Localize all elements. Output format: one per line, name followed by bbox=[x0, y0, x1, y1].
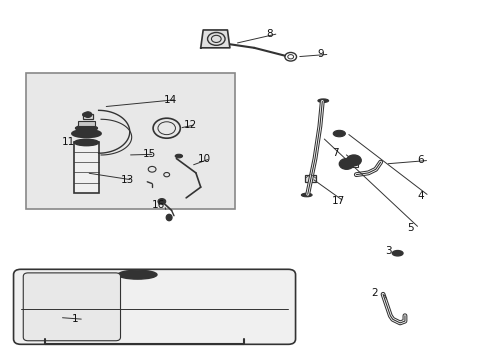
Circle shape bbox=[158, 199, 165, 204]
Ellipse shape bbox=[175, 154, 182, 158]
Text: 4: 4 bbox=[416, 191, 423, 201]
Text: 17: 17 bbox=[331, 197, 345, 206]
FancyBboxPatch shape bbox=[23, 273, 120, 341]
Bar bbox=[305, 175, 315, 182]
Ellipse shape bbox=[118, 270, 157, 279]
Text: 9: 9 bbox=[317, 49, 324, 59]
Circle shape bbox=[346, 155, 361, 166]
Text: 3: 3 bbox=[385, 247, 391, 256]
Ellipse shape bbox=[74, 139, 99, 146]
Text: 15: 15 bbox=[142, 149, 155, 159]
Ellipse shape bbox=[332, 130, 345, 137]
Text: 13: 13 bbox=[120, 175, 134, 185]
Polygon shape bbox=[201, 30, 229, 48]
Ellipse shape bbox=[301, 193, 311, 197]
Text: 11: 11 bbox=[62, 138, 75, 148]
Text: 8: 8 bbox=[266, 28, 272, 39]
Circle shape bbox=[339, 158, 353, 169]
Circle shape bbox=[82, 113, 87, 116]
Bar bbox=[343, 159, 357, 167]
Text: 14: 14 bbox=[164, 95, 177, 105]
Text: 2: 2 bbox=[370, 288, 377, 297]
FancyBboxPatch shape bbox=[26, 73, 234, 208]
Bar bbox=[78, 121, 95, 126]
Bar bbox=[74, 143, 99, 193]
Text: 1: 1 bbox=[72, 314, 79, 324]
Text: 16: 16 bbox=[152, 200, 165, 210]
Circle shape bbox=[84, 112, 92, 117]
Ellipse shape bbox=[391, 251, 402, 256]
Ellipse shape bbox=[317, 99, 328, 103]
Text: 12: 12 bbox=[183, 120, 197, 130]
Text: 10: 10 bbox=[198, 154, 211, 163]
Ellipse shape bbox=[72, 130, 101, 138]
Bar bbox=[82, 113, 93, 119]
FancyBboxPatch shape bbox=[14, 269, 295, 344]
Text: 7: 7 bbox=[331, 148, 338, 158]
Text: 5: 5 bbox=[407, 223, 413, 233]
Ellipse shape bbox=[75, 125, 97, 131]
Ellipse shape bbox=[166, 214, 172, 221]
Ellipse shape bbox=[335, 132, 342, 135]
Text: 6: 6 bbox=[416, 156, 423, 165]
